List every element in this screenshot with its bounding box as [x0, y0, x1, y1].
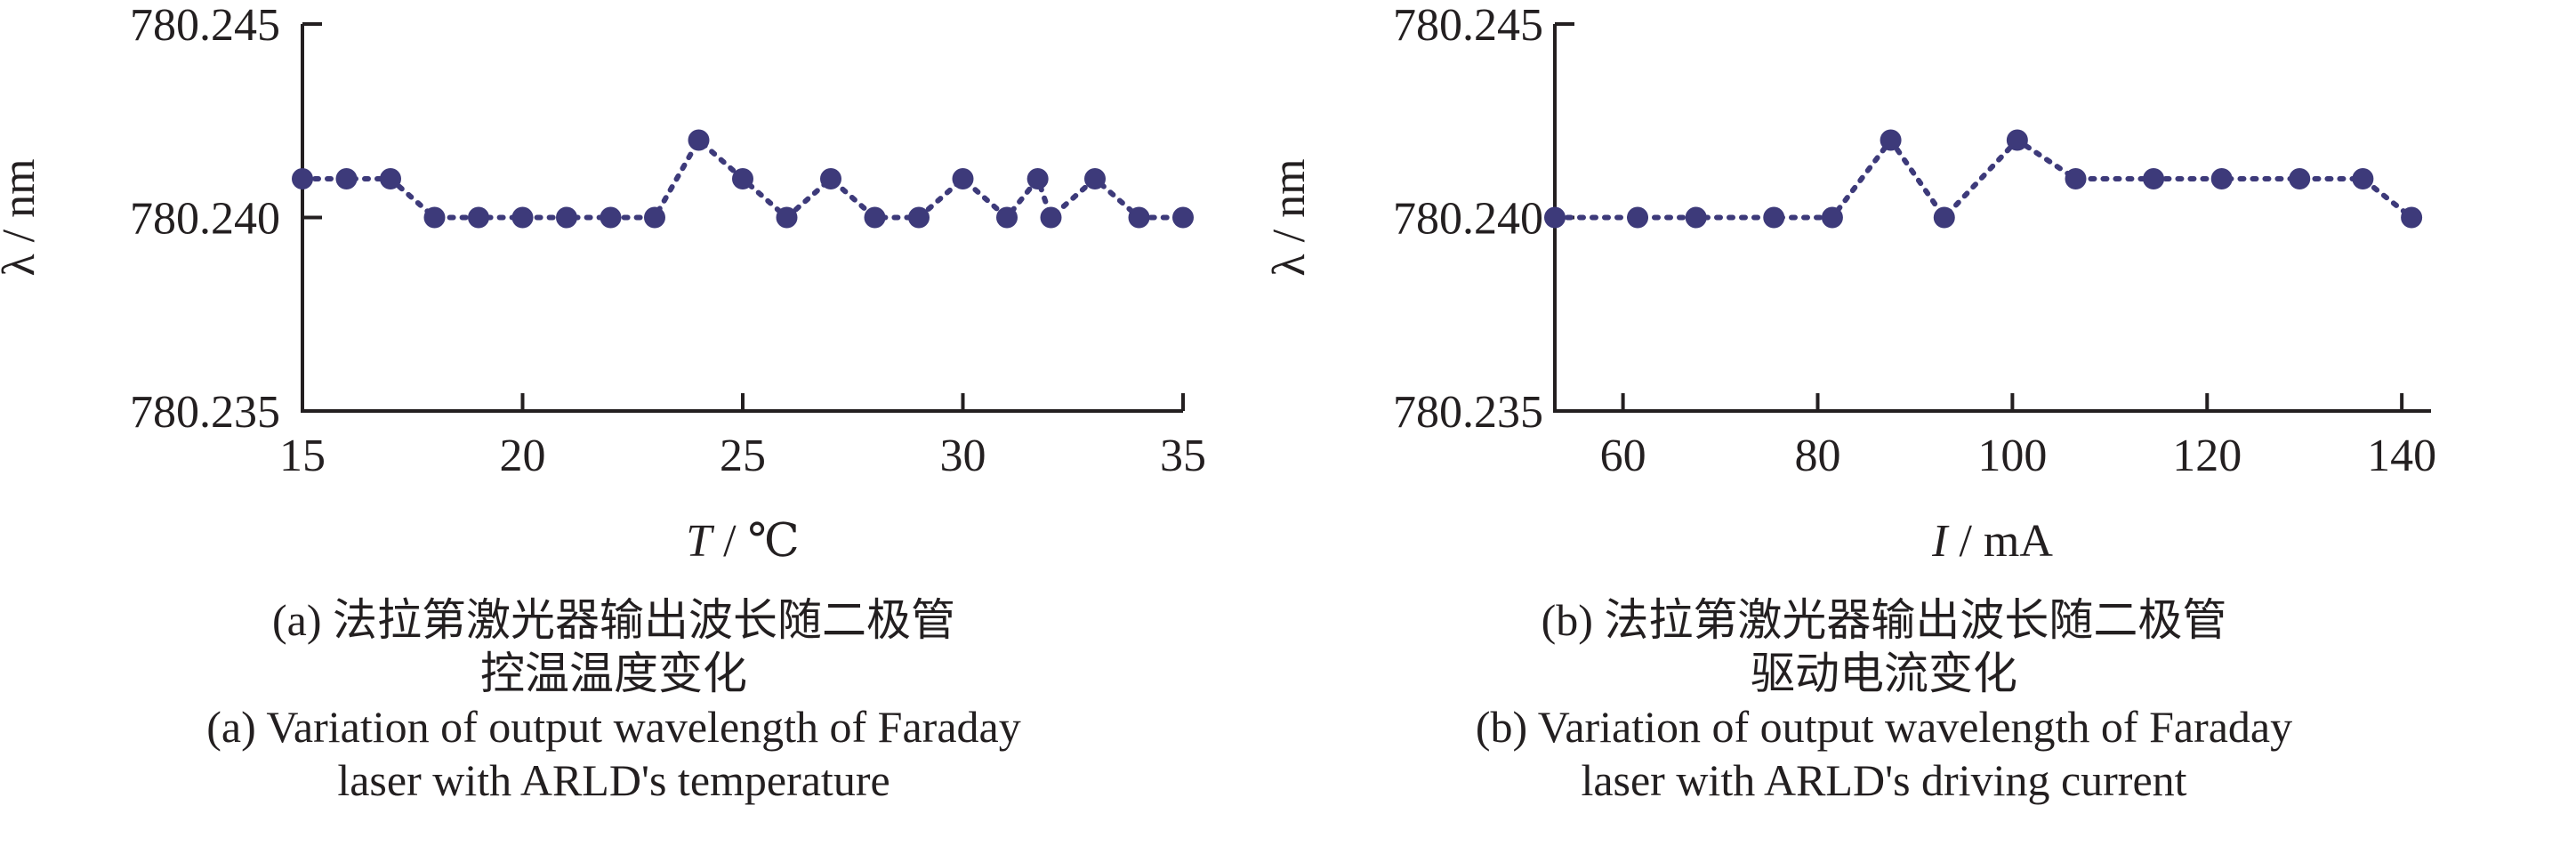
data-point: [1040, 206, 1062, 229]
data-point: [1763, 206, 1785, 229]
data-point: [1880, 129, 1902, 151]
data-point: [1685, 206, 1707, 229]
data-point: [688, 129, 710, 151]
x-tick-label: 15: [279, 431, 326, 481]
caption-b: (b) 法拉第激光器输出波长随二极管 驱动电流变化 (b) Variation …: [1261, 593, 2507, 807]
x-tick-label: 25: [720, 431, 766, 481]
caption-a-cn-line-1: (a) 法拉第激光器输出波长随二极管: [272, 595, 955, 645]
y-tick-label: 780.235: [130, 387, 280, 438]
data-point: [908, 206, 930, 229]
data-point: [2065, 168, 2087, 189]
data-point: [2289, 168, 2311, 189]
data-point: [1627, 206, 1649, 229]
data-point: [2210, 168, 2233, 189]
series-line: [1552, 135, 2415, 222]
caption-a-en-line-1: (a) Variation of output wavelength of Fa…: [206, 702, 1021, 752]
data-point: [1026, 168, 1049, 189]
data-point: [864, 206, 886, 229]
data-point: [556, 206, 577, 229]
y-tick-label: 780.245: [1393, 0, 1543, 51]
data-point: [776, 206, 798, 229]
y-tick-label: 780.245: [130, 0, 280, 51]
caption-b-en-line-2: laser with ARLD's driving current: [1581, 755, 2187, 805]
data-point: [2006, 129, 2028, 151]
data-point: [292, 168, 313, 189]
data-point: [600, 206, 622, 229]
caption-a: (a) 法拉第激光器输出波长随二极管 控温温度变化 (a) Variation …: [0, 593, 1236, 807]
data-point: [2401, 206, 2423, 229]
x-tick-label: 35: [1160, 431, 1206, 481]
y-tick-label: 780.235: [1393, 387, 1543, 438]
data-point: [468, 206, 489, 229]
caption-a-en-line-2: laser with ARLD's temperature: [337, 755, 890, 805]
data-point: [1544, 206, 1566, 229]
x-tick-label: 140: [2367, 431, 2436, 481]
chart-panel-a: 780.235 780.240 780.245 15 20 25 30 35 λ / nm T /…: [0, 0, 1206, 567]
x-tick-label: 100: [1977, 431, 2047, 481]
caption-a-cn-line-2: 控温温度变化: [480, 649, 747, 698]
data-point: [644, 206, 665, 229]
y-axis-title: λ / nm: [1264, 158, 1315, 276]
data-point: [335, 168, 358, 189]
data-point: [1933, 206, 1955, 229]
data-point: [820, 168, 841, 189]
series-line: [300, 135, 1186, 222]
chart-panel-b: 780.235 780.240 780.245 60 80 100 120 140 λ / nm…: [1264, 0, 2436, 567]
x-tick-label: 60: [1600, 431, 1646, 481]
y-axis-title: λ / nm: [0, 158, 44, 276]
data-point: [1128, 206, 1150, 229]
caption-b-en-line-1: (b) Variation of output wavelength of Fa…: [1475, 702, 2293, 752]
x-tick-label: 80: [1795, 431, 1841, 481]
data-point: [2352, 168, 2374, 189]
data-point: [1172, 206, 1194, 229]
data-point: [511, 206, 534, 229]
x-axis-title: T / ℃: [686, 516, 800, 567]
data-point: [1821, 206, 1843, 229]
data-point: [952, 168, 974, 189]
x-axis-title: I / mA: [1931, 516, 2053, 567]
x-tick-label: 20: [500, 431, 546, 481]
data-point: [423, 206, 446, 229]
data-point: [996, 206, 1018, 229]
caption-b-cn-line-2: 驱动电流变化: [1751, 649, 2017, 698]
x-tick-label: 120: [2172, 431, 2242, 481]
data-point: [1084, 168, 1106, 189]
data-point: [380, 168, 401, 189]
data-point: [2143, 168, 2165, 189]
data-point: [732, 168, 753, 189]
y-tick-label: 780.240: [130, 194, 280, 245]
caption-b-cn-line-1: (b) 法拉第激光器输出波长随二极管: [1541, 595, 2227, 645]
y-tick-label: 780.240: [1393, 194, 1543, 245]
x-tick-label: 30: [940, 431, 986, 481]
